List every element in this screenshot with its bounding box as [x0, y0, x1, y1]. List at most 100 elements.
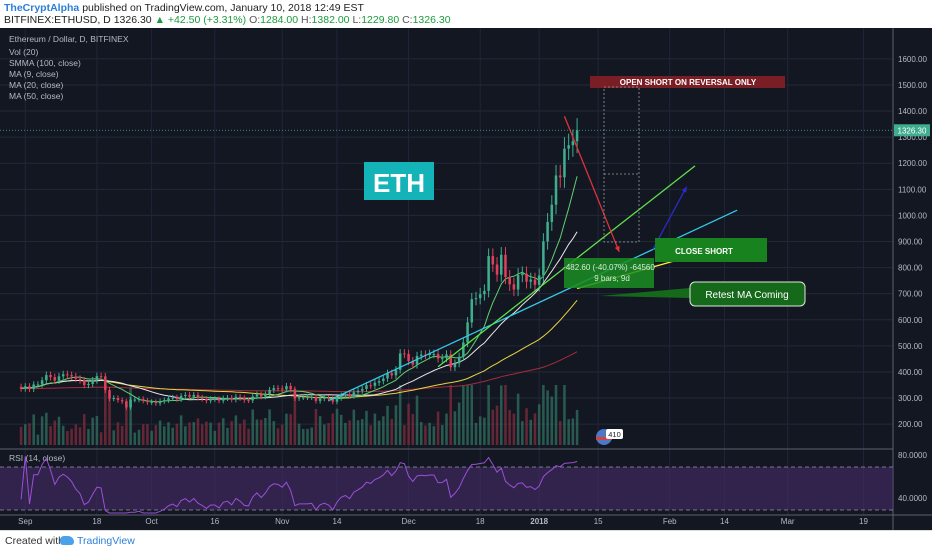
- volume-bar: [297, 423, 301, 445]
- volume-bar: [546, 390, 549, 445]
- up-triangle-icon: ▲: [154, 14, 165, 26]
- candle-body: [28, 386, 31, 389]
- close-value: 1326.30: [412, 14, 451, 26]
- reversal-arrow-red[interactable]: [563, 116, 620, 253]
- volume-badge-box: [606, 429, 623, 439]
- eth-badge: [364, 162, 434, 200]
- volume-bar: [179, 415, 183, 445]
- close-short-box[interactable]: [655, 238, 767, 262]
- rsi-tick-40: 40.0000: [898, 494, 927, 503]
- candle-body: [276, 388, 280, 390]
- volume-bar: [348, 420, 351, 445]
- candle-body: [318, 398, 322, 401]
- rsi-band: [0, 467, 893, 510]
- volume-bar: [163, 426, 166, 445]
- candle-body: [209, 399, 212, 401]
- chart-canvas[interactable]: Ethereum / Dollar, D, BITFINEX Vol (20) …: [0, 28, 932, 530]
- candle-body: [40, 380, 44, 385]
- volume-bar: [449, 385, 452, 445]
- volume-bar: [276, 428, 280, 445]
- volume-bar: [558, 421, 562, 445]
- retest-callout[interactable]: [689, 281, 806, 307]
- volume-bar: [158, 420, 162, 445]
- volume-bar: [167, 422, 170, 445]
- candle-body: [407, 353, 410, 361]
- candle-body: [32, 384, 35, 389]
- volume-bar: [352, 409, 356, 445]
- candle-body: [129, 399, 132, 408]
- legend-item-ma9[interactable]: MA (9, close): [9, 69, 59, 79]
- candle-body: [268, 389, 271, 395]
- candle-body: [348, 394, 351, 396]
- candle-body: [99, 376, 103, 378]
- volume-bar: [394, 405, 398, 445]
- candle-body: [188, 394, 191, 397]
- tradingview-link[interactable]: TradingView: [60, 535, 135, 547]
- volume-bar: [432, 426, 436, 445]
- candle-body: [66, 374, 69, 376]
- legend-item-volume[interactable]: Vol (20): [9, 47, 38, 57]
- volume-bar: [415, 395, 419, 445]
- time-tick-label: Dec: [401, 517, 415, 526]
- candle-body: [150, 401, 153, 403]
- measure-box[interactable]: [564, 258, 654, 288]
- volume-bar: [28, 423, 31, 445]
- volume-bar: [436, 411, 440, 445]
- volume-bar: [499, 385, 503, 445]
- candle-body: [466, 322, 469, 343]
- candle-body: [306, 397, 309, 399]
- volume-bar: [516, 393, 520, 445]
- volume-bar: [377, 420, 381, 445]
- candle-body: [327, 397, 330, 399]
- candle-body: [57, 376, 61, 381]
- volume-bar: [112, 430, 115, 445]
- legend-item-ma50[interactable]: MA (50, close): [9, 91, 63, 101]
- candle-body: [386, 373, 389, 379]
- price-tick-label: 800.00: [898, 264, 923, 273]
- candle-body: [70, 375, 73, 377]
- candle-body: [504, 254, 507, 277]
- open-short-banner[interactable]: [590, 76, 785, 88]
- volume-bar: [217, 422, 221, 445]
- volume-bar: [504, 385, 507, 445]
- candle-body: [234, 396, 238, 400]
- volume-bar: [529, 419, 533, 445]
- author-link[interactable]: TheCryptAlpha: [4, 2, 80, 14]
- volume-bar: [259, 419, 263, 445]
- candle-body: [184, 394, 187, 396]
- candle-body: [213, 399, 217, 401]
- volume-bar: [487, 385, 490, 445]
- high-label: H:: [301, 14, 312, 26]
- time-tick-label: 18: [92, 517, 101, 526]
- legend-item-smma[interactable]: SMMA (100, close): [9, 58, 81, 68]
- candle-body: [373, 382, 377, 386]
- volume-bar: [184, 426, 187, 445]
- price-tick-label: 600.00: [898, 316, 923, 325]
- volume-bar: [390, 418, 394, 445]
- rsi-label[interactable]: RSI (14, close): [9, 453, 65, 463]
- volume-bar: [146, 424, 149, 445]
- volume-badge[interactable]: 410: [596, 429, 623, 445]
- volume-bar: [141, 424, 145, 445]
- volume-bar: [411, 413, 415, 445]
- retest-text: Retest MA Coming: [705, 290, 788, 301]
- candle-body: [125, 401, 128, 408]
- candle-body: [95, 376, 99, 381]
- candle-body: [529, 279, 533, 282]
- candle-body: [179, 395, 183, 400]
- volume-bar: [188, 422, 191, 445]
- time-tick-label: 18: [476, 517, 485, 526]
- candle-body: [82, 380, 86, 385]
- candle-body: [571, 141, 575, 146]
- candle-body: [390, 373, 394, 376]
- volume-bar: [289, 414, 292, 445]
- candle-body: [382, 378, 385, 382]
- candle-body: [285, 386, 288, 390]
- volume-bar: [74, 424, 78, 445]
- volume-bar: [310, 427, 313, 445]
- candle-body: [112, 398, 115, 400]
- volume-bar: [495, 405, 499, 445]
- legend-item-ma20[interactable]: MA (20, close): [9, 80, 63, 90]
- candle-body: [554, 175, 558, 205]
- candle-body: [133, 399, 137, 401]
